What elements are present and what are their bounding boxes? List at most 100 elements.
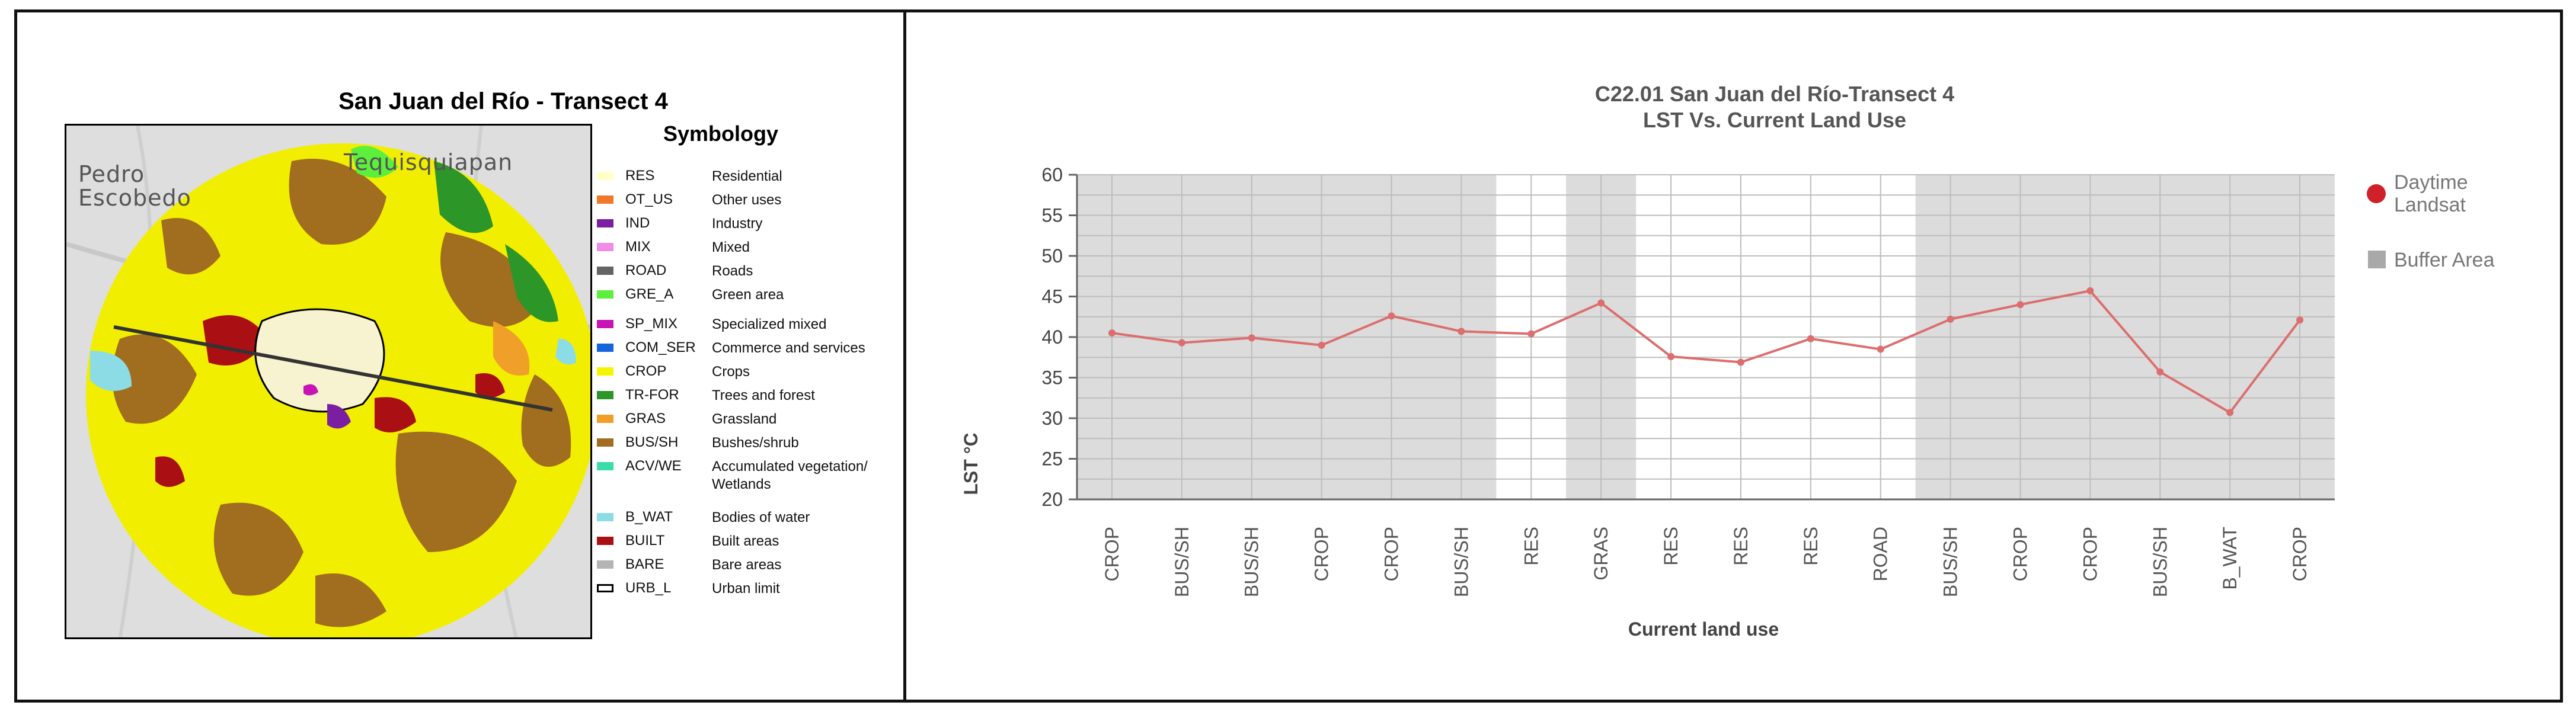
y-tick-label: 60 [1041, 164, 1063, 185]
legend-item: ROAD Roads [597, 262, 905, 286]
legend-swatch [597, 560, 613, 569]
legend-label-line: Daytime [2394, 171, 2468, 194]
legend-code: BUILT [625, 533, 665, 549]
legend-label: Residential [712, 168, 782, 184]
legend-label: Accumulated vegetation/ Wetlands [712, 459, 868, 492]
x-tick-label: GRAS [1590, 527, 1612, 581]
legend-item: BUS/SH Bushes/shrub [597, 434, 905, 458]
legend-swatch [597, 584, 613, 592]
legend-title: Symbology [663, 121, 779, 146]
x-tick-label: CROP [2079, 527, 2101, 581]
x-tick-label: B_WAT [2219, 527, 2241, 590]
legend-code: GRE_A [625, 286, 674, 302]
chart-subtitle: LST Vs. Current Land Use [1643, 108, 1906, 132]
data-point [1807, 335, 1814, 342]
legend-label: Grassland [712, 411, 777, 427]
legend-code: TR-FOR [625, 387, 679, 403]
legend-swatch [597, 243, 613, 251]
y-tick-label: 50 [1041, 245, 1063, 267]
legend-item: TR-FOR Trees and forest [597, 387, 905, 411]
legend-code: URB_L [625, 580, 672, 596]
legend-code: BUS/SH [625, 434, 679, 450]
data-point [2016, 301, 2024, 309]
x-tick-label: CROP [2289, 527, 2310, 581]
data-point [1108, 329, 1116, 337]
data-point [1178, 339, 1185, 347]
legend-swatch [597, 219, 613, 227]
legend-label: Commerce and services [712, 340, 865, 356]
legend-label-line: Landsat [2394, 194, 2466, 216]
legend-swatch [597, 195, 613, 204]
legend-item: GRAS Grassland [597, 411, 905, 434]
data-point [2226, 409, 2234, 416]
legend-item: IND Industry [597, 215, 905, 239]
data-point [1877, 345, 1884, 353]
legend-swatch [597, 367, 613, 376]
legend-item: BUILT Built areas [597, 533, 905, 556]
data-point [1947, 315, 1954, 323]
axis-layer: 20 25 30 35 40 45 50 55 60 CROP BUS/SH BUS/SH CROP CR… [1041, 164, 2335, 597]
x-tick-label: RES [1520, 527, 1542, 566]
map-panel: San Juan del Río - Transect 4 [14, 9, 908, 703]
legend-label: Specialized mixed [712, 316, 827, 332]
map-legend: RES Residential OT_US Other uses IND Industry… [597, 168, 905, 604]
legend-label: Bushes/shrub [712, 435, 799, 451]
x-tick-label: RES [1730, 527, 1752, 566]
legend-label: Trees and forest [712, 387, 815, 403]
x-tick-label: BUS/SH [1940, 527, 1961, 597]
map-title: San Juan del Río - Transect 4 [338, 88, 668, 114]
legend-swatch [597, 537, 613, 545]
legend-item: B_WAT Bodies of water [597, 509, 905, 533]
legend-swatch [597, 267, 613, 275]
data-point [1458, 328, 1465, 335]
land-use-map: Pedro Escobedo Tequisquiapan [65, 124, 592, 639]
x-tick-label: CROP [1311, 527, 1332, 581]
legend-swatch [597, 513, 613, 521]
legend-item: GRE_A Green area [597, 286, 905, 310]
x-tick-label: BUS/SH [2149, 527, 2171, 597]
x-tick-label: BUS/SH [1241, 527, 1263, 597]
legend-label-buffer-area: Buffer Area [2394, 249, 2495, 271]
legend-label: Bodies of water [712, 509, 810, 525]
legend-item: BARE Bare areas [597, 556, 905, 580]
legend-swatch [597, 438, 613, 447]
y-tick-label: 30 [1041, 408, 1063, 429]
legend-code: RES [625, 168, 655, 184]
legend-item: COM_SER Commerce and services [597, 339, 905, 363]
legend-code: ACV/WE [625, 458, 682, 474]
legend-code: GRAS [625, 411, 666, 427]
series-line-daytime-landsat [1111, 289, 2301, 415]
legend-item: OT_US Other uses [597, 191, 905, 215]
y-tick-label: 20 [1041, 489, 1063, 510]
chart-title: C22.01 San Juan del Río-Transect 4 [1595, 82, 1954, 106]
legend-code: SP_MIX [625, 316, 678, 332]
y-tick-label: 35 [1041, 367, 1063, 389]
legend-label: Urban limit [712, 581, 780, 597]
legend-label: Built areas [712, 533, 779, 549]
lst-chart: C22.01 San Juan del Río-Transect 4 LST V… [960, 82, 2495, 640]
y-tick-label: 40 [1041, 326, 1063, 348]
data-point [2296, 316, 2304, 324]
legend-label: Other uses [712, 192, 782, 208]
y-tick-label: 55 [1041, 205, 1063, 226]
legend-swatch [597, 415, 613, 423]
x-tick-label: CROP [1381, 527, 1402, 581]
legend-label: Green area [712, 287, 784, 303]
y-tick-label: 25 [1041, 448, 1063, 470]
chart-panel: C22.01 San Juan del Río-Transect 4 LST V… [903, 9, 2563, 703]
data-point [1737, 358, 1744, 366]
legend-item: ACV/WE Accumulated vegetation/ Wetlands [597, 458, 905, 503]
data-point [1318, 341, 1325, 349]
x-tick-label: BUS/SH [1171, 527, 1193, 597]
map-graphic [66, 126, 590, 637]
legend-swatch [597, 172, 613, 180]
legend-item: MIX Mixed [597, 239, 905, 262]
data-point [1248, 334, 1255, 342]
data-point [1388, 312, 1395, 320]
series-layer [1108, 287, 2304, 416]
data-point [2086, 287, 2094, 294]
x-axis-title: Current land use [1628, 618, 1779, 640]
legend-code: MIX [625, 239, 651, 255]
x-tick-label: BUS/SH [1450, 527, 1472, 597]
y-axis-title: LST °C [960, 432, 982, 495]
